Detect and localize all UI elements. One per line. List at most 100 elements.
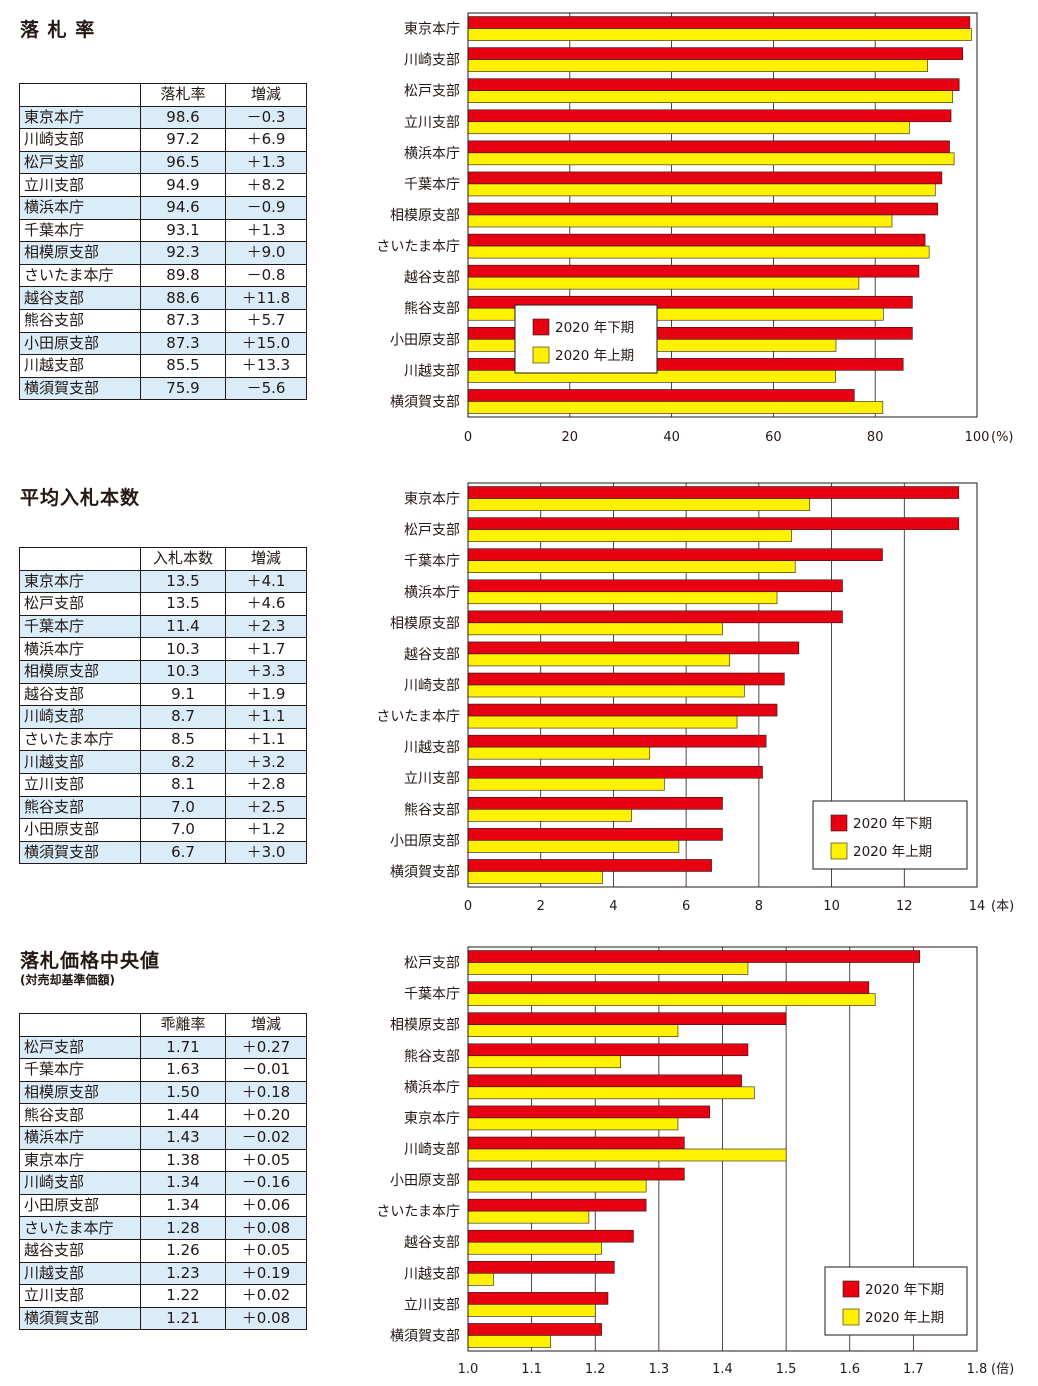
row-diff-cell: ＋0.05 (225, 1148, 307, 1173)
category-label: 横須賀支部 (390, 394, 460, 410)
row-value-cell: 94.6 (140, 195, 226, 220)
table-header-cell: 増減 (225, 83, 307, 107)
category-label: 小田原支部 (390, 1173, 460, 1189)
row-name-cell: 立川支部 (19, 173, 141, 197)
row-diff-cell: ＋3.0 (225, 840, 307, 865)
table-row: 横浜本庁 94.6 －0.9 (19, 195, 307, 220)
bar-2020-h1 (467, 1210, 590, 1224)
row-name-cell: 熊谷支部 (19, 1103, 141, 1127)
bar-2020-h2 (467, 1261, 615, 1274)
bar-2020-h1 (467, 653, 731, 667)
category-label: 横浜本庁 (404, 1080, 460, 1096)
bar-2020-h1 (467, 1304, 596, 1317)
table-row: 立川支部 1.22 ＋0.02 (19, 1284, 307, 1308)
legend-swatch (830, 814, 848, 832)
category-label: 千葉本庁 (404, 177, 460, 193)
row-value-cell: 9.1 (140, 682, 226, 707)
bar-2020-h1 (467, 1273, 494, 1286)
row-name-cell: 東京本庁 (19, 1148, 141, 1173)
bar-2020-h2 (467, 171, 943, 185)
bar-2020-h2 (467, 47, 964, 60)
table-row: 小田原支部 7.0 ＋1.2 (19, 818, 307, 842)
table-row: 小田原支部 1.34 ＋0.06 (19, 1193, 307, 1218)
category-label: 川崎支部 (404, 678, 460, 694)
table-row: 相模原支部 1.50 ＋0.18 (19, 1080, 307, 1105)
row-name-cell: 熊谷支部 (19, 795, 141, 820)
row-value-cell: 85.5 (140, 354, 226, 378)
bar-2020-h1 (467, 777, 665, 791)
bar-2020-h2 (467, 1136, 685, 1150)
row-value-cell: 6.7 (140, 840, 226, 865)
row-name-cell: 越谷支部 (19, 286, 141, 310)
table-row: 小田原支部 87.3 ＋15.0 (19, 331, 307, 356)
row-value-cell: 1.34 (140, 1193, 226, 1218)
table-row: 松戸支部 96.5 ＋1.3 (19, 150, 307, 175)
category-label: 松戸支部 (404, 84, 460, 100)
row-value-cell: 10.3 (140, 659, 226, 684)
bar-2020-h2 (467, 233, 926, 247)
category-label: 熊谷支部 (404, 802, 460, 818)
table-row: 越谷支部 1.26 ＋0.05 (19, 1238, 307, 1263)
bar-2020-h2 (467, 1043, 749, 1057)
tick-label: 1.4 (712, 1362, 733, 1377)
bar-2020-h1 (467, 401, 884, 414)
category-label: 立川支部 (404, 1297, 460, 1313)
legend-label: 2020 年上期 (865, 1310, 944, 1326)
unit-label: (本) (991, 899, 1014, 914)
bar-2020-h1 (467, 1335, 552, 1348)
bar-2020-h2 (467, 797, 723, 810)
tick-label: 8 (755, 899, 763, 914)
bar-2020-h1 (467, 90, 953, 103)
bar-2020-h1 (467, 1241, 602, 1255)
bar-chart: 東京本庁松戸支部千葉本庁横浜本庁相模原支部越谷支部川崎支部さいたま本庁川越支部立… (376, 482, 1014, 914)
tick-label: 6 (682, 899, 690, 914)
bar-2020-h1 (467, 59, 928, 72)
legend-swatch (532, 346, 550, 364)
row-name-cell: 川越支部 (19, 750, 141, 774)
row-name-cell: さいたま本庁 (19, 727, 141, 752)
row-name-cell: 立川支部 (19, 1284, 141, 1308)
row-value-cell: 1.44 (140, 1103, 226, 1127)
section-title: 平均入札本数 (20, 487, 141, 509)
row-diff-cell: －0.02 (225, 1125, 307, 1150)
legend-label: 2020 年上期 (555, 348, 634, 364)
category-label: 川越支部 (404, 740, 460, 756)
row-name-cell: 横浜本庁 (19, 195, 141, 220)
bar-2020-h2 (467, 548, 883, 561)
bar-2020-h2 (467, 641, 800, 655)
tick-label: 100 (965, 430, 990, 445)
row-diff-cell: ＋15.0 (225, 331, 307, 356)
row-name-cell: 松戸支部 (19, 592, 141, 616)
bar-2020-h2 (467, 517, 960, 530)
row-value-cell: 1.38 (140, 1148, 226, 1173)
legend: 2020 年下期 2020 年上期 (824, 1266, 968, 1336)
tick-label: 1.6 (839, 1362, 860, 1377)
legend-label: 2020 年下期 (853, 816, 932, 832)
plot-frame (467, 482, 978, 888)
table-row: 東京本庁 13.5 ＋4.1 (19, 569, 307, 594)
bar-2020-h1 (467, 962, 749, 975)
section-title: 落 札 率 (20, 19, 96, 41)
row-diff-cell: －0.3 (225, 105, 307, 130)
legend-label: 2020 年上期 (853, 844, 932, 860)
category-label: 横浜本庁 (404, 585, 460, 601)
table-row: さいたま本庁 8.5 ＋1.1 (19, 727, 307, 752)
row-diff-cell: ＋1.3 (225, 218, 307, 243)
section-average-bid-count: 平均入札本数 入札本数 増減 東京本庁 13.5 ＋4.1 松戸支部 13.5 ＋4.6 千葉本… (0, 470, 1038, 920)
category-label: 千葉本庁 (404, 987, 460, 1003)
bar-2020-h1 (467, 276, 860, 290)
table-header-cell (19, 1013, 141, 1037)
unit-label: (%) (991, 430, 1014, 445)
table-row: 熊谷支部 87.3 ＋5.7 (19, 308, 307, 333)
data-table: 入札本数 増減 東京本庁 13.5 ＋4.1 松戸支部 13.5 ＋4.6 千葉本庁 11.4 ＋2… (19, 547, 307, 865)
category-label: 立川支部 (404, 771, 460, 787)
legend-swatch (842, 1308, 860, 1326)
category-label: 千葉本庁 (404, 554, 460, 570)
data-table: 落札率 増減 東京本庁 98.6 －0.3 川崎支部 97.2 ＋6.9 松戸支部 96.5 ＋1.… (19, 83, 307, 401)
bar-2020-h1 (467, 183, 936, 197)
table-row: 東京本庁 98.6 －0.3 (19, 105, 307, 130)
row-diff-cell: －0.9 (225, 195, 307, 220)
bar-2020-h1 (467, 1179, 647, 1193)
row-value-cell: 1.22 (140, 1284, 226, 1308)
row-value-cell: 98.6 (140, 105, 226, 130)
